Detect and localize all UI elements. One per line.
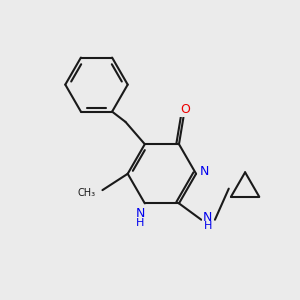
- Text: CH₃: CH₃: [77, 188, 95, 197]
- Text: H: H: [204, 221, 212, 231]
- Text: N: N: [200, 165, 209, 178]
- Text: O: O: [180, 103, 190, 116]
- Text: N: N: [136, 207, 145, 220]
- Text: H: H: [136, 218, 145, 228]
- Text: N: N: [203, 211, 212, 224]
